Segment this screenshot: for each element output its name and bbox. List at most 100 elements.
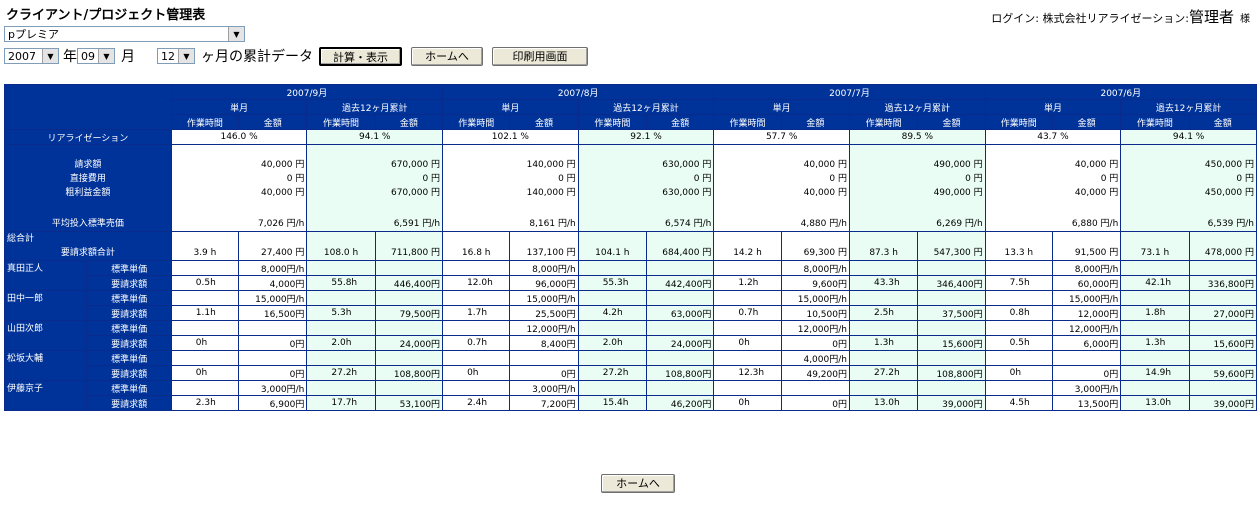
realization-value: 92.1 % <box>577 129 715 145</box>
amount-column-header: 金額 <box>374 114 444 130</box>
month-select[interactable]: 09 ▼ <box>77 48 115 64</box>
person-name: 松坂大輔 <box>3 350 88 381</box>
person-hours: 0h <box>442 365 511 381</box>
avg-rate-value: 6,269 円/h <box>936 219 983 229</box>
table-cell <box>374 260 444 276</box>
chevron-down-icon[interactable]: ▼ <box>228 27 244 41</box>
rate-label: 標準単価 <box>86 380 172 396</box>
summary-labels: 請求額 直接費用 粗利益金額 平均投入標準売価 <box>4 144 172 232</box>
person-rate <box>238 350 308 366</box>
person-hours: 0.5h <box>170 275 240 291</box>
person-hours: 1.3h <box>848 335 919 351</box>
person-amount: 60,000円 <box>1051 275 1122 291</box>
table-cell <box>645 320 715 336</box>
table-cell <box>1188 350 1258 366</box>
person-amount: 46,200円 <box>645 395 715 411</box>
person-amount: 7,200円 <box>509 395 579 411</box>
table-cell <box>984 380 1053 396</box>
realization-value: 146.0 % <box>170 129 308 145</box>
person-amount: 15,600円 <box>1188 335 1258 351</box>
table-cell <box>848 320 919 336</box>
total-amount: 547,300 円 <box>917 231 986 261</box>
person-amount: 336,800円 <box>1188 275 1258 291</box>
bill-label: 要請求額 <box>86 395 172 411</box>
table-cell <box>442 320 511 336</box>
table-cell <box>1120 350 1190 366</box>
person-hours: 4.5h <box>984 395 1053 411</box>
person-hours: 27.2h <box>848 365 919 381</box>
total-amount: 27,400 円 <box>238 231 308 261</box>
person-hours: 17.7h <box>306 395 376 411</box>
total-hours: 14.2 h <box>713 231 782 261</box>
person-rate-row: 真田正人 標準単価 8,000円/h 8,000円/h 8,000円/h 8,000円/h <box>3 260 1258 291</box>
months-label: ヶ月の累計データ <box>201 49 313 65</box>
print-view-button[interactable]: 印刷用画面 <box>492 46 588 66</box>
person-amount: 39,000円 <box>917 395 986 411</box>
grand-total-row: 総合計 要請求額合計 3.9 h 27,400 円 108.0 h 711,800 円 16… <box>4 231 1258 261</box>
client-select[interactable]: pプレミア ▼ <box>4 26 245 42</box>
person-amount: 79,500円 <box>374 305 444 321</box>
person-hours: 27.2h <box>306 365 376 381</box>
person-name: 伊藤京子 <box>3 380 88 411</box>
person-rate: 8,000円/h <box>509 260 579 276</box>
table-cell <box>374 320 444 336</box>
gross-profit-value: 490,000 円 <box>933 188 983 198</box>
person-hours: 0.8h <box>984 305 1053 321</box>
chevron-down-icon[interactable]: ▼ <box>42 49 58 63</box>
table-cell <box>645 350 715 366</box>
person-amount: 24,000円 <box>374 335 444 351</box>
months-select-value: 12 <box>161 49 175 63</box>
direct-cost-value: 0 円 <box>1100 174 1119 184</box>
person-amount: 0円 <box>238 335 308 351</box>
months-select[interactable]: 12 ▼ <box>157 48 195 64</box>
billing-value: 490,000 円 <box>933 160 983 170</box>
person-hours: 2.0h <box>577 335 648 351</box>
grand-total-title: 総合計 <box>7 234 35 244</box>
billing-value: 450,000 円 <box>1204 160 1254 170</box>
person-hours: 1.1h <box>170 305 240 321</box>
person-amount: 13,500円 <box>1051 395 1122 411</box>
person-amount: 24,000円 <box>645 335 715 351</box>
table-cell <box>917 320 986 336</box>
person-rate-row: 山田次郎 標準単価 12,000円/h 12,000円/h 12,000円/h <box>3 320 1258 351</box>
person-bill-row: 要請求額 2.3h 6,900円 17.7h 53,100円 2.4h 7,200円 15.4… <box>5 395 1258 411</box>
bill-label: 要請求額 <box>86 335 172 351</box>
person-hours: 0h <box>713 395 782 411</box>
person-amount: 0円 <box>1051 365 1122 381</box>
person-amount: 108,800円 <box>917 365 986 381</box>
footer-home-button[interactable]: ホームへ <box>601 474 675 493</box>
table-cell <box>848 290 919 306</box>
avg-rate-value: 8,161 円/h <box>529 219 576 229</box>
table-cell <box>170 290 240 306</box>
person-hours: 55.3h <box>577 275 648 291</box>
table-cell <box>374 290 444 306</box>
year-select-value: 2007 <box>8 49 36 63</box>
table-cell <box>577 290 648 306</box>
gross-profit-value: 630,000 円 <box>662 188 712 198</box>
person-rate: 15,000円/h <box>780 290 850 306</box>
table-cell <box>170 320 240 336</box>
chevron-down-icon[interactable]: ▼ <box>98 49 114 63</box>
person-hours: 15.4h <box>577 395 648 411</box>
calc-display-button[interactable]: 計算・表示 <box>319 46 402 66</box>
person-hours: 0.5h <box>984 335 1053 351</box>
gross-profit-value: 450,000 円 <box>1204 188 1254 198</box>
home-button[interactable]: ホームへ <box>411 46 483 66</box>
cumulative-header: 過去12ヶ月累計 <box>306 99 444 115</box>
month-header: 2007/8月 <box>442 84 715 100</box>
person-rate: 15,000円/h <box>1051 290 1122 306</box>
cumulative-header: 過去12ヶ月累計 <box>577 99 715 115</box>
person-name: 山田次郎 <box>3 320 88 351</box>
direct-cost-value: 0 円 <box>286 174 305 184</box>
person-rate: 15,000円/h <box>238 290 308 306</box>
year-select[interactable]: 2007 ▼ <box>4 48 59 64</box>
person-amount: 4,000円 <box>238 275 308 291</box>
person-hours: 55.8h <box>306 275 376 291</box>
total-amount: 91,500 円 <box>1051 231 1122 261</box>
realization-value: 102.1 % <box>442 129 579 145</box>
chevron-down-icon[interactable]: ▼ <box>178 49 194 63</box>
person-hours: 0.7h <box>713 305 782 321</box>
person-rate <box>780 380 850 396</box>
header-row-columns: 作業時間 金額 作業時間 金額 作業時間 金額 作業時間 金額 作業時間 金額 作業時間 金額 作業時間… <box>5 114 1258 130</box>
login-role: 管理者 <box>1188 8 1234 26</box>
